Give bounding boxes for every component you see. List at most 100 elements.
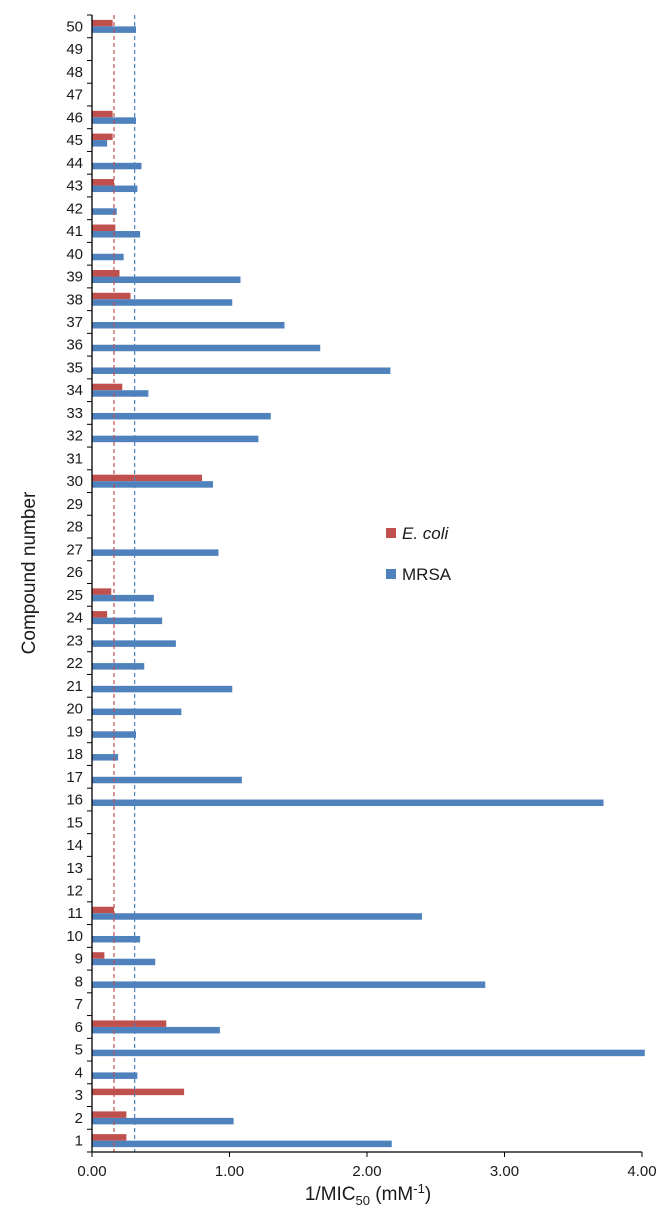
y-tick-label-42: 42 (66, 200, 83, 217)
x-tick-label-2.00: 2.00 (352, 1163, 381, 1180)
bar-mrsa-25 (92, 594, 154, 602)
x-axis-title-superscript: -1 (413, 1181, 425, 1196)
plot-area (92, 15, 645, 1152)
bar-e-coli-43 (92, 179, 114, 186)
y-tick-label-22: 22 (66, 655, 83, 672)
y-tick-label-20: 20 (66, 701, 83, 718)
bar-e-coli-38 (92, 292, 131, 300)
y-tick-label-2: 2 (75, 1110, 83, 1127)
y-tick-label-23: 23 (66, 632, 83, 649)
bar-mrsa-22 (92, 663, 145, 670)
y-tick-label-34: 34 (66, 382, 83, 399)
bar-e-coli-25 (92, 588, 112, 595)
y-tick-label-35: 35 (66, 359, 83, 376)
bar-mrsa-37 (92, 321, 285, 329)
y-tick-label-12: 12 (66, 882, 83, 899)
y-tick-label-7: 7 (75, 996, 83, 1013)
legend-label-ecoli: E. coli (402, 524, 450, 543)
y-tick-label-31: 31 (66, 450, 83, 467)
y-tick-label-47: 47 (66, 87, 83, 104)
bar-mrsa-11 (92, 913, 422, 920)
y-tick-label-49: 49 (66, 41, 83, 58)
bar-mrsa-17 (92, 776, 242, 784)
x-axis-title: 1/MIC50 (mM-1) (305, 1181, 431, 1208)
bar-mrsa-34 (92, 390, 149, 397)
y-tick-label-43: 43 (66, 178, 83, 195)
legend-swatch-mrsa (386, 569, 396, 579)
y-tick-label-10: 10 (66, 928, 83, 945)
y-tick-label-3: 3 (75, 1087, 83, 1104)
x-tick-label-4.00: 4.00 (627, 1163, 656, 1180)
bar-mrsa-5 (92, 1049, 645, 1057)
y-axis-title: Compound number (19, 491, 40, 654)
y-tick-label-33: 33 (66, 405, 83, 422)
bar-mrsa-16 (92, 799, 604, 807)
bar-mrsa-23 (92, 640, 176, 647)
bar-mrsa-36 (92, 344, 321, 352)
bar-mrsa-2 (92, 1117, 234, 1125)
y-tick-label-30: 30 (66, 473, 83, 490)
y-tick-label-26: 26 (66, 564, 83, 581)
bar-mrsa-9 (92, 958, 156, 966)
y-tick-label-17: 17 (66, 769, 83, 786)
bar-mrsa-40 (92, 253, 124, 261)
y-tick-label-28: 28 (66, 519, 83, 536)
y-tick-label-21: 21 (66, 678, 83, 695)
y-tick-label-40: 40 (66, 246, 83, 263)
bar-mrsa-21 (92, 685, 233, 693)
bar-e-coli-45 (92, 133, 113, 141)
bar-mrsa-1 (92, 1140, 392, 1148)
y-tick-label-48: 48 (66, 64, 83, 81)
y-tick-label-5: 5 (75, 1042, 83, 1059)
bar-mrsa-24 (92, 617, 163, 625)
bar-mrsa-19 (92, 731, 136, 738)
y-tick-label-9: 9 (75, 951, 83, 968)
y-tick-label-27: 27 (66, 541, 83, 558)
y-tick-label-25: 25 (66, 587, 83, 604)
y-tick-label-16: 16 (66, 792, 83, 809)
y-tick-label-8: 8 (75, 973, 83, 990)
bar-e-coli-24 (92, 611, 108, 618)
y-tick-label-45: 45 (66, 132, 83, 149)
bar-e-coli-6 (92, 1020, 167, 1027)
bar-mrsa-27 (92, 549, 219, 556)
bar-mrsa-38 (92, 299, 233, 306)
bar-mrsa-45 (92, 140, 108, 147)
y-tick-label-44: 44 (66, 155, 83, 172)
y-tick-label-39: 39 (66, 269, 83, 286)
x-tick-label-0.00: 0.00 (77, 1163, 106, 1180)
y-tick-label-37: 37 (66, 314, 83, 331)
bar-mrsa-18 (92, 754, 119, 761)
x-axis-title-unit: (mM (370, 1184, 413, 1205)
bar-mrsa-43 (92, 185, 138, 193)
bar-mrsa-39 (92, 276, 241, 284)
bar-e-coli-2 (92, 1111, 127, 1118)
y-tick-label-15: 15 (66, 814, 83, 831)
bar-mrsa-20 (92, 708, 182, 716)
bar-e-coli-1 (92, 1134, 127, 1141)
bar-e-coli-50 (92, 19, 113, 27)
y-tick-label-41: 41 (66, 223, 83, 240)
y-tick-label-14: 14 (66, 837, 83, 854)
y-tick-label-18: 18 (66, 746, 83, 763)
bar-mrsa-42 (92, 208, 117, 215)
bar-mrsa-10 (92, 935, 141, 943)
bar-e-coli-11 (92, 906, 114, 914)
y-tick-label-36: 36 (66, 337, 83, 354)
legend-label-mrsa: MRSA (402, 565, 452, 584)
x-tick-label-3.00: 3.00 (490, 1163, 519, 1180)
legend-swatch-ecoli (386, 528, 396, 538)
x-axis-title-subscript: 50 (356, 1193, 370, 1208)
bar-mrsa-32 (92, 435, 259, 443)
bar-e-coli-34 (92, 383, 123, 391)
bar-mrsa-6 (92, 1026, 220, 1034)
y-tick-label-4: 4 (75, 1064, 83, 1081)
y-tick-label-11: 11 (67, 905, 83, 922)
bar-e-coli-9 (92, 952, 105, 959)
x-axis-title-close: ) (425, 1184, 431, 1205)
bar-e-coli-46 (92, 110, 113, 118)
x-tick-label-1.00: 1.00 (215, 1163, 244, 1180)
y-tick-label-13: 13 (66, 860, 83, 877)
bar-mrsa-44 (92, 162, 142, 170)
